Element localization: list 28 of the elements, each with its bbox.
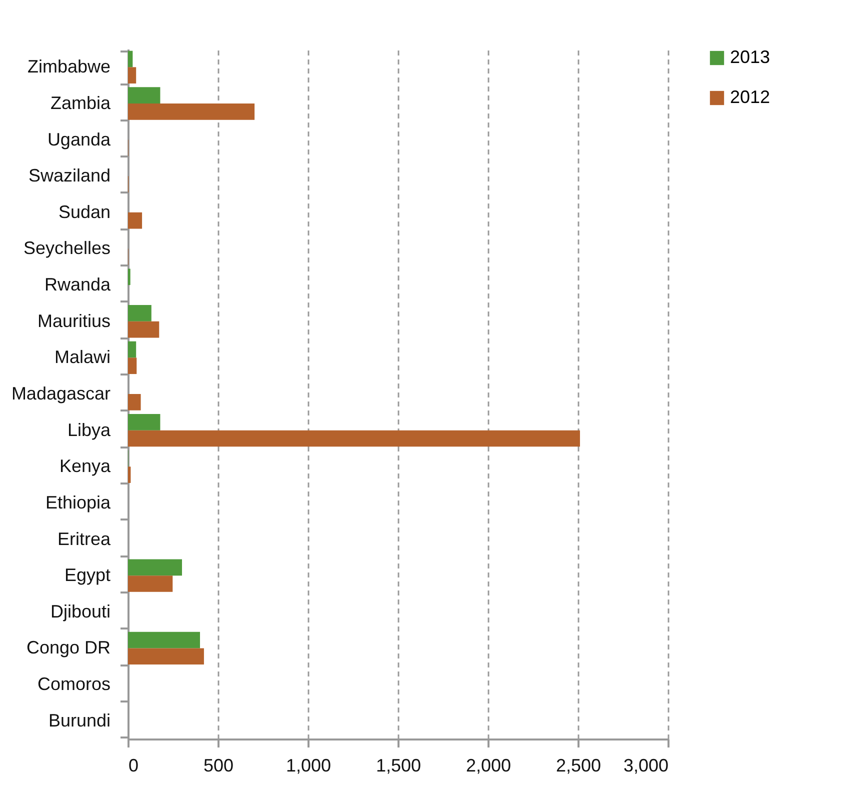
y-tick-label: Burundi (48, 710, 110, 730)
x-tick-label: 500 (203, 756, 234, 776)
x-tick-label: 2,500 (556, 756, 602, 776)
y-tick-label: Ethiopia (45, 492, 112, 512)
y-tick-label: Swaziland (28, 166, 110, 186)
y-tick-label: Kenya (59, 456, 112, 476)
x-tick-label: 2,000 (466, 756, 512, 776)
y-tick-label: Eritrea (57, 528, 112, 549)
legend-label: 2012 (730, 87, 770, 107)
y-tick-label: Djibouti (50, 601, 110, 622)
y-tick-label: Egypt (64, 565, 110, 586)
x-tick-label: 0 (128, 756, 139, 776)
y-tick-label: Mauritius (37, 310, 110, 331)
y-tick-label: Madagascar (11, 384, 110, 404)
x-tick-label: 1,000 (286, 756, 332, 776)
x-tick-label: 1,500 (376, 756, 422, 776)
y-tick-label: Uganda (47, 129, 112, 150)
y-tick-label: Sudan (58, 202, 110, 222)
legend-label: 2013 (730, 47, 770, 67)
y-tick-label: Zimbabwe (27, 56, 110, 77)
y-tick-label: Comoros (37, 674, 110, 694)
y-tick-label: Zambia (50, 92, 112, 113)
y-tick-label: Congo DR (26, 638, 110, 658)
y-tick-label: Seychelles (23, 238, 110, 258)
x-tick-label: 3,000 (623, 756, 668, 776)
y-tick-label: Libya (67, 420, 112, 440)
y-tick-label: Rwanda (44, 274, 112, 295)
y-tick-label: Malawi (54, 347, 110, 368)
